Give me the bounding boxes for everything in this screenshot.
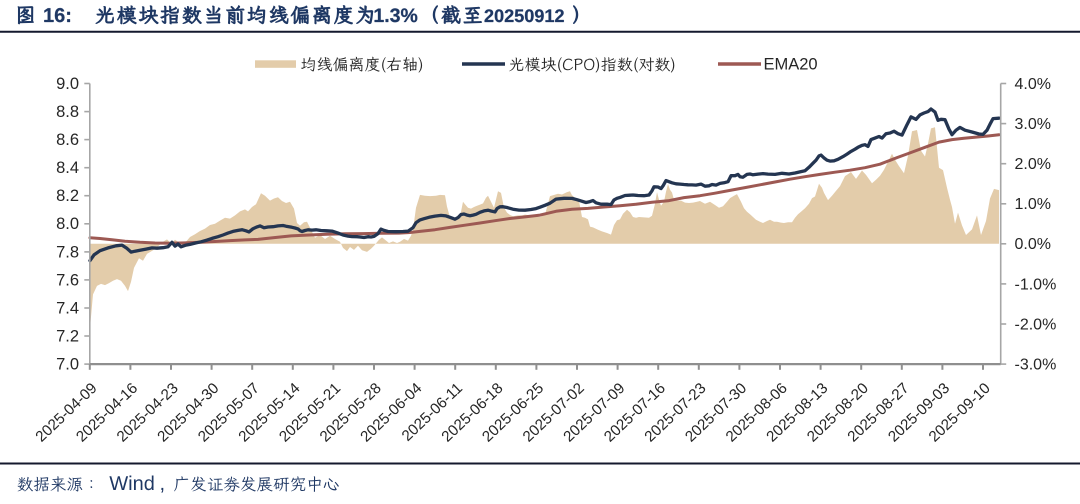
svg-text:8.2: 8.2 (56, 187, 79, 205)
svg-text:1.0%: 1.0% (1015, 196, 1051, 213)
svg-text:0.0%: 0.0% (1015, 236, 1051, 253)
svg-text:8.0: 8.0 (56, 215, 79, 233)
svg-text:3.0%: 3.0% (1015, 116, 1051, 133)
svg-text:-1.0%: -1.0% (1015, 276, 1057, 293)
svg-text:EMA20: EMA20 (764, 56, 818, 74)
svg-text:7.2: 7.2 (56, 327, 79, 345)
svg-text:-3.0%: -3.0% (1015, 357, 1057, 374)
svg-text:8.6: 8.6 (56, 131, 79, 149)
svg-text:2.0%: 2.0% (1015, 156, 1051, 173)
svg-text:7.8: 7.8 (56, 243, 79, 261)
svg-text:7.4: 7.4 (56, 299, 79, 317)
svg-text:8.4: 8.4 (56, 159, 79, 177)
svg-text:8.8: 8.8 (56, 103, 79, 121)
svg-text:4.0%: 4.0% (1015, 76, 1051, 93)
svg-text:9.0: 9.0 (56, 75, 79, 93)
svg-text:7.6: 7.6 (56, 271, 79, 289)
svg-text:7.0: 7.0 (56, 356, 79, 374)
svg-text:-2.0%: -2.0% (1015, 316, 1057, 333)
